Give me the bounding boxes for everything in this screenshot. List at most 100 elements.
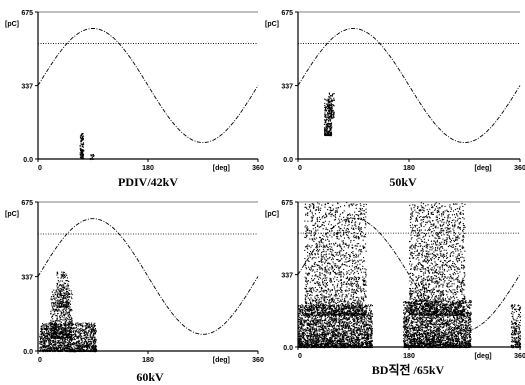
pd-point xyxy=(339,346,341,348)
pd-point xyxy=(323,340,325,342)
pd-point xyxy=(45,328,47,330)
pd-point xyxy=(49,334,51,336)
pd-point xyxy=(68,311,70,313)
pd-point xyxy=(356,329,358,331)
pd-point xyxy=(76,345,78,347)
pd-point xyxy=(361,316,363,318)
pd-point xyxy=(77,331,79,333)
pd-point xyxy=(81,328,83,330)
pd-point xyxy=(347,325,349,327)
pd-point xyxy=(354,323,356,325)
pd-point xyxy=(333,340,335,342)
pd-point xyxy=(345,312,347,314)
pd-point xyxy=(317,307,319,309)
pd-point xyxy=(88,343,90,345)
pd-point xyxy=(85,341,87,343)
pd-point xyxy=(55,322,57,324)
pd-point xyxy=(327,317,329,319)
pd-point xyxy=(68,314,70,316)
pd-point xyxy=(93,345,95,347)
pd-point xyxy=(84,346,86,348)
pd-point xyxy=(69,314,71,316)
pd-point xyxy=(335,329,337,331)
pd-point xyxy=(352,335,354,337)
pd-point xyxy=(347,305,349,307)
pd-point xyxy=(80,136,82,138)
pd-point xyxy=(59,316,61,318)
pd-point xyxy=(333,112,335,114)
pd-point xyxy=(88,327,90,329)
pd-point xyxy=(76,341,78,343)
pd-point xyxy=(75,343,77,345)
x-tick-label: 0 xyxy=(298,353,302,360)
pd-point xyxy=(352,341,354,343)
pd-point xyxy=(351,337,353,339)
pd-point xyxy=(324,99,326,101)
pd-point xyxy=(329,308,331,310)
pd-point xyxy=(64,329,66,331)
pd-point xyxy=(55,297,57,299)
pd-point xyxy=(94,339,96,341)
pd-point xyxy=(348,345,350,347)
pd-point xyxy=(73,343,75,345)
pd-point xyxy=(326,323,328,325)
pd-point xyxy=(350,342,352,344)
pd-point xyxy=(72,337,74,339)
pd-point xyxy=(370,304,372,306)
pd-point xyxy=(346,339,348,341)
pd-point xyxy=(60,344,62,346)
pd-point xyxy=(54,332,56,334)
pd-point xyxy=(347,345,349,347)
pd-point xyxy=(304,329,306,331)
pd-point xyxy=(42,339,44,341)
pd-point xyxy=(343,318,345,320)
pd-point xyxy=(55,337,57,339)
pd-point xyxy=(53,338,55,340)
pd-point xyxy=(361,330,363,332)
pd-point xyxy=(76,337,78,339)
pd-point xyxy=(52,329,54,331)
pd-point xyxy=(339,321,341,323)
pd-point xyxy=(370,316,372,318)
pd-point xyxy=(53,322,55,324)
pd-point xyxy=(82,133,84,135)
pd-point xyxy=(79,346,81,348)
pd-point xyxy=(69,345,71,347)
pd-point xyxy=(83,149,85,151)
pd-point xyxy=(65,273,67,275)
pd-point xyxy=(80,154,82,156)
pd-point xyxy=(40,337,42,339)
pd-point xyxy=(93,348,95,350)
pd-point xyxy=(55,343,57,345)
pd-point xyxy=(306,322,308,324)
pd-point xyxy=(301,304,303,306)
pd-point xyxy=(69,330,71,332)
pd-point xyxy=(52,337,54,339)
pd-point xyxy=(327,132,329,134)
pd-point xyxy=(331,117,333,119)
pd-point xyxy=(336,328,338,330)
pd-point xyxy=(41,332,43,334)
pd-point xyxy=(329,119,331,121)
pd-point xyxy=(41,345,43,347)
pd-point xyxy=(53,327,55,329)
pd-point xyxy=(325,334,327,336)
pd-point xyxy=(56,328,58,330)
pd-point xyxy=(321,335,323,337)
pd-point xyxy=(80,138,82,140)
pd-point xyxy=(367,328,369,330)
pd-point xyxy=(324,305,326,307)
pd-point xyxy=(44,339,46,341)
pd-point xyxy=(83,345,85,347)
pd-point xyxy=(41,326,43,328)
pd-point xyxy=(57,334,59,336)
pd-point xyxy=(324,128,326,130)
pd-point xyxy=(356,345,358,347)
pd-point xyxy=(305,342,307,344)
pd-point xyxy=(366,315,368,317)
pd-point xyxy=(59,288,61,290)
pd-point xyxy=(325,105,327,107)
pd-point xyxy=(44,333,46,335)
pd-point xyxy=(83,331,85,333)
pd-point xyxy=(317,341,319,343)
